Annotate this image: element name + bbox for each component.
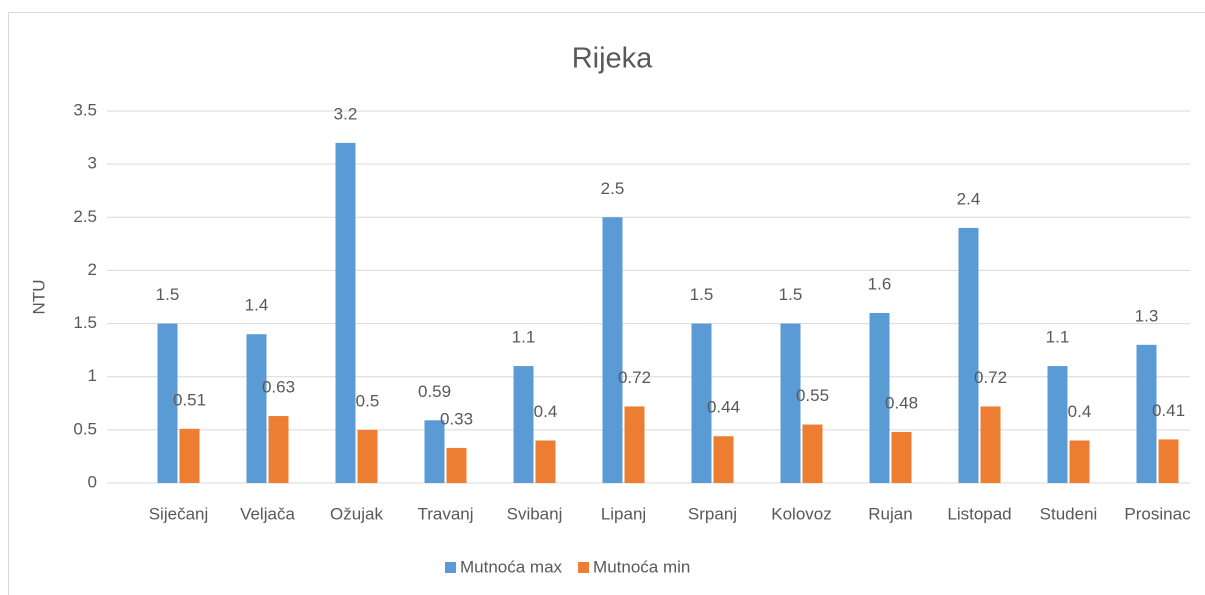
bar — [958, 227, 979, 483]
bar — [869, 312, 890, 483]
data-label: 0.55 — [796, 386, 829, 405]
data-label: 0.51 — [173, 390, 206, 409]
data-label: 0.44 — [707, 398, 740, 417]
x-tick-label: Siječanj — [149, 504, 209, 523]
x-tick-label: Ožujak — [330, 504, 383, 523]
bar — [357, 429, 378, 483]
y-tick-label: 2 — [88, 260, 97, 279]
y-tick-label: 1 — [88, 366, 97, 385]
bar — [535, 440, 556, 483]
y-tick-label: 1.5 — [73, 313, 97, 332]
bar — [691, 323, 712, 483]
x-tick-label: Veljača — [240, 504, 295, 523]
legend-swatch — [578, 562, 590, 573]
y-tick-label: 2.5 — [73, 207, 97, 226]
x-tick-label: Prosinac — [1124, 504, 1191, 523]
bar — [446, 447, 467, 483]
legend-label: Mutnoća min — [593, 557, 690, 576]
bar — [1136, 344, 1157, 483]
x-tick-label: Travanj — [417, 504, 473, 523]
x-tick-label: Studeni — [1040, 504, 1098, 523]
bar — [424, 420, 445, 483]
data-label: 0.33 — [440, 409, 473, 428]
data-label: 1.5 — [156, 285, 180, 304]
bar — [624, 406, 645, 483]
legend-label: Mutnoća max — [460, 557, 563, 576]
data-label: 0.48 — [885, 393, 918, 412]
x-tick-label: Srpanj — [688, 504, 737, 523]
data-label: 0.72 — [974, 368, 1007, 387]
x-tick-label: Rujan — [868, 504, 912, 523]
data-label: 1.6 — [868, 274, 892, 293]
data-label: 3.2 — [334, 104, 358, 123]
data-label: 0.63 — [262, 378, 295, 397]
x-tick-label: Lipanj — [601, 504, 646, 523]
bar — [980, 406, 1001, 483]
data-label: 0.72 — [618, 368, 651, 387]
data-label: 1.1 — [512, 328, 536, 347]
x-tick-label: Kolovoz — [771, 504, 831, 523]
legend-swatch — [445, 562, 456, 573]
data-label: 0.4 — [1068, 402, 1092, 421]
bar — [268, 416, 289, 483]
x-tick-label: Listopad — [947, 504, 1011, 523]
data-label: 2.4 — [957, 189, 981, 208]
data-label: 0.4 — [534, 402, 558, 421]
y-tick-label: 3 — [88, 154, 97, 173]
data-label: 1.5 — [690, 285, 714, 304]
chart-title: Rijeka — [572, 43, 653, 75]
data-label: 1.3 — [1135, 306, 1159, 325]
data-label: 0.59 — [418, 382, 451, 401]
bar — [246, 334, 267, 483]
bar — [1069, 440, 1090, 483]
chart-frame — [8, 12, 1205, 595]
bar — [780, 323, 801, 483]
y-tick-label: 3.5 — [73, 100, 97, 119]
bar — [802, 424, 823, 483]
bar — [335, 142, 356, 483]
bar — [891, 431, 912, 483]
y-tick-label: 0 — [88, 472, 97, 491]
y-axis-label: NTU — [29, 280, 48, 315]
bar — [713, 436, 734, 483]
bar — [179, 428, 200, 483]
data-label: 1.1 — [1046, 328, 1070, 347]
data-label: 1.5 — [779, 285, 803, 304]
bar — [157, 323, 178, 483]
data-label: 1.4 — [245, 296, 269, 315]
data-label: 0.5 — [356, 391, 380, 410]
bar — [1047, 366, 1068, 483]
x-tick-label: Svibanj — [507, 504, 563, 523]
y-tick-label: 0.5 — [73, 419, 97, 438]
bar — [602, 217, 623, 484]
bar — [1158, 439, 1179, 483]
bar — [513, 366, 534, 483]
data-label: 2.5 — [601, 179, 625, 198]
data-label: 0.41 — [1152, 401, 1185, 420]
